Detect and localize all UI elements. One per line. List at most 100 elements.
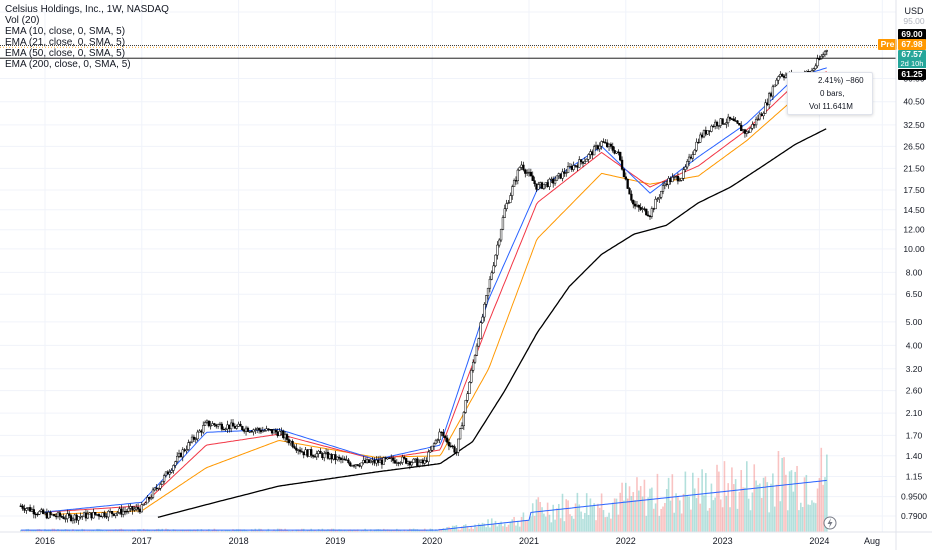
candle-body bbox=[697, 141, 700, 144]
candle-body bbox=[263, 430, 266, 432]
symbol-title[interactable]: Celsius Holdings, Inc., 1W, NASDAQ bbox=[5, 4, 169, 15]
candle-body bbox=[665, 183, 668, 186]
candle-body bbox=[423, 460, 426, 464]
candle-body bbox=[449, 445, 452, 448]
candle-body bbox=[753, 124, 756, 126]
volume-bar bbox=[282, 530, 285, 532]
candle-body bbox=[140, 504, 143, 513]
volume-bar bbox=[630, 496, 633, 532]
volume-bar bbox=[159, 529, 162, 532]
candle-body bbox=[244, 427, 248, 432]
candle-body bbox=[581, 161, 585, 164]
volume-bar bbox=[524, 520, 527, 532]
volume-bar bbox=[168, 530, 171, 532]
volume-bar bbox=[239, 529, 242, 532]
candle-body bbox=[216, 424, 220, 427]
volume-bar bbox=[133, 530, 136, 532]
candle-body bbox=[144, 502, 147, 505]
volume-bar bbox=[736, 508, 739, 532]
candle-body bbox=[81, 515, 84, 518]
candle-body bbox=[684, 166, 687, 170]
price-label-61: 61.25 bbox=[901, 69, 923, 79]
candle-body bbox=[138, 509, 142, 513]
candle-body bbox=[548, 178, 551, 187]
price-scale[interactable]: USD50.5040.5032.5026.5021.5017.5014.5012… bbox=[878, 0, 932, 532]
volume-bar bbox=[386, 529, 389, 532]
candle-body bbox=[496, 244, 499, 256]
candle-body bbox=[451, 445, 454, 448]
volume-bar bbox=[520, 516, 523, 532]
volume-bar bbox=[673, 512, 675, 532]
candle-body bbox=[365, 459, 369, 463]
indicator-ema-21[interactable]: EMA (21, close, 0, SMA, 5) bbox=[5, 37, 126, 48]
indicator-ema-50[interactable]: EMA (50, close, 0, SMA, 5) bbox=[5, 48, 126, 59]
candle-body bbox=[460, 425, 464, 429]
candle-body bbox=[339, 457, 343, 460]
volume-bar bbox=[716, 464, 718, 532]
candle-body bbox=[151, 489, 155, 498]
volume-bar bbox=[433, 530, 435, 532]
volume-bar bbox=[597, 503, 599, 532]
indicator-ema-200[interactable]: EMA (200, close, 0, SMA, 5) bbox=[5, 59, 131, 70]
candle-body bbox=[555, 175, 559, 181]
price-tick-label: 1.70 bbox=[906, 430, 923, 440]
volume-bar bbox=[241, 529, 244, 532]
candle-body bbox=[215, 424, 218, 427]
candle-body bbox=[125, 510, 129, 513]
candle-body bbox=[661, 185, 665, 192]
candle-body bbox=[114, 513, 117, 516]
candle-body bbox=[289, 441, 292, 444]
candle-body bbox=[486, 287, 490, 296]
volume-bar bbox=[275, 530, 277, 532]
price-tick-label: 21.50 bbox=[903, 163, 925, 173]
volume-bar bbox=[593, 503, 595, 532]
volume-bar bbox=[362, 529, 365, 532]
horizontal-level-lines bbox=[0, 45, 896, 59]
price-tick-label: 8.00 bbox=[906, 267, 923, 277]
volume-bar bbox=[371, 530, 374, 532]
candle-body bbox=[176, 456, 179, 462]
candle-body bbox=[282, 430, 285, 439]
candle-body bbox=[756, 118, 760, 121]
volume-bar bbox=[349, 529, 352, 532]
volume-bar bbox=[256, 530, 259, 532]
candle-body bbox=[498, 239, 501, 246]
volume-bar bbox=[124, 530, 126, 532]
candle-body bbox=[170, 470, 173, 473]
candle-body bbox=[384, 457, 387, 460]
time-label: Aug bbox=[864, 536, 880, 546]
volume-bar bbox=[615, 498, 618, 532]
candle-body bbox=[159, 484, 162, 489]
indicator-ema-10[interactable]: EMA (10, close, 0, SMA, 5) bbox=[5, 26, 126, 37]
volume-bar bbox=[608, 512, 610, 532]
lightning-icon[interactable] bbox=[823, 516, 837, 530]
volume-bar bbox=[729, 507, 731, 532]
time-label: 2017 bbox=[132, 536, 152, 546]
volume-bar bbox=[552, 504, 554, 532]
candle-body bbox=[738, 123, 741, 126]
candle-body bbox=[393, 460, 397, 464]
candle-body bbox=[633, 203, 637, 207]
volume-bar bbox=[799, 502, 802, 532]
volume-bar bbox=[688, 496, 690, 532]
candle-body bbox=[520, 164, 523, 168]
price-label-last: 67.57 bbox=[901, 49, 923, 59]
volume-bar bbox=[738, 491, 741, 532]
candle-body bbox=[674, 176, 678, 178]
volume-bar bbox=[234, 529, 236, 532]
volume-bar bbox=[766, 482, 769, 532]
volume-bar bbox=[697, 477, 700, 532]
candle-body bbox=[328, 454, 331, 459]
candle-body bbox=[648, 215, 652, 218]
volume-bar bbox=[818, 478, 821, 532]
volume-bar bbox=[457, 529, 460, 532]
candle-body bbox=[730, 118, 734, 120]
indicator-volume[interactable]: Vol (20) bbox=[5, 15, 40, 26]
volume-bar bbox=[252, 530, 255, 532]
candle-body bbox=[442, 432, 445, 437]
volume-bar bbox=[671, 474, 674, 532]
volume-bar bbox=[306, 530, 309, 532]
candle-body bbox=[68, 513, 71, 516]
